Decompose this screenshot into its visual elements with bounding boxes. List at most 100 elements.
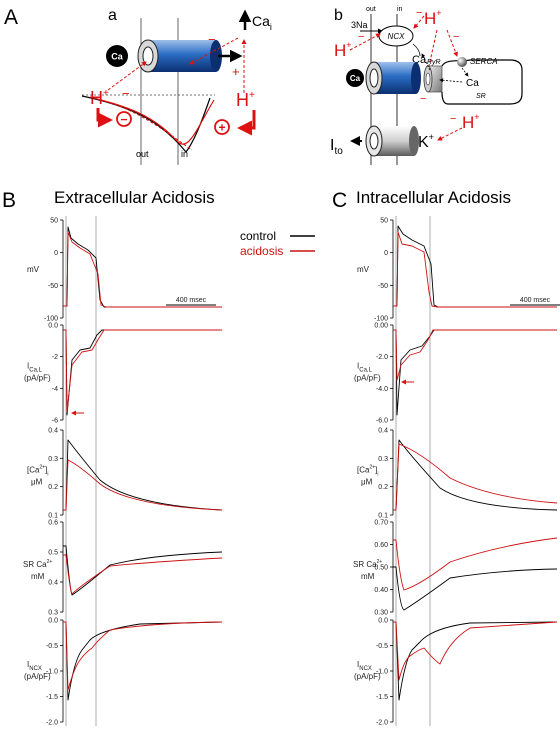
ylabel-sr-B: SR Ca2+ — [23, 559, 52, 569]
tick-label-mv-C-2: -50 — [378, 283, 388, 290]
tick-label-ical-B-0: 0.0 — [48, 323, 58, 330]
circle-minus-sign: − — [120, 113, 127, 127]
tick-label-sr-C-4: 0.30 — [374, 610, 388, 617]
right-shift-arrow — [237, 110, 256, 136]
proton-out-label: H+ — [90, 88, 109, 108]
tick-label-sr-B-3: 0.3 — [48, 610, 58, 617]
tick-label-mv-C-1: 0 — [384, 250, 388, 257]
tick-label-mv-C-0: 50 — [380, 218, 388, 225]
tick-label-cai-C-1: 0.3 — [378, 456, 388, 463]
panel-label-b: b — [334, 7, 343, 24]
ylabel-cai-unit-C: μM — [361, 478, 373, 487]
b-out-label: out — [366, 6, 376, 13]
ylabel-incx-C: INCX — [357, 660, 372, 672]
ca-ion-icon — [106, 45, 128, 67]
title-intracellular: Intracellular Acidosis — [356, 188, 511, 207]
ylabel-incx-B: INCX — [27, 660, 42, 672]
ylabel-incx-unit-B: (pA/pF) — [24, 672, 51, 681]
ylabel-mv-C: mV — [357, 265, 370, 274]
tick-label-incx-C-1: -0.5 — [376, 643, 388, 650]
tick-label-incx-C-3: -1.5 — [376, 694, 388, 701]
ylabel-mv-B: mV — [27, 265, 40, 274]
tick-label-ical-C-2: -4.0 — [376, 386, 388, 393]
schematic-b: b out in 3Na NCX Ca H+ − − H+ − Ca — [330, 6, 523, 165]
tick-label-incx-B-3: -1.5 — [46, 694, 58, 701]
trace-sr-control-B — [63, 545, 223, 596]
trace-ical-control-B — [63, 329, 222, 416]
tick-label-incx-C-0: 0.0 — [378, 618, 388, 625]
b-ca-channel-icon — [365, 61, 421, 95]
circle-plus-icon — [214, 119, 230, 135]
legend: control acidosis — [240, 229, 315, 258]
tick-label-incx-B-1: -0.5 — [46, 643, 58, 650]
tick-label-ical-B-3: -6 — [52, 418, 58, 425]
proton-in-plus-sign: + — [232, 64, 240, 79]
trace-sr-acidosis-B — [63, 554, 223, 595]
b-proton-ito-arrow — [437, 127, 463, 141]
ncx-label: NCX — [388, 32, 406, 41]
b-proton-left-label: H+ — [334, 40, 352, 60]
left-shift-arrow — [96, 108, 113, 128]
title-extracellular: Extracellular Acidosis — [54, 188, 215, 207]
tick-label-ical-C-0: 0.00 — [374, 323, 388, 330]
iv-curve-acidosis — [89, 96, 215, 145]
ryr-release-arrow — [421, 53, 431, 71]
cai-inhibit-arrow — [189, 37, 239, 65]
tick-label-sr-B-2: 0.4 — [48, 580, 58, 587]
schematic-a: A a Ca Cai − + − H+ H+ − — [4, 6, 272, 165]
trace-ical-acidosis-C — [393, 329, 557, 381]
trace-panels: 500-50-100mV0.0-2-4-6ICa,L(pA/pF)0.40.30… — [23, 216, 560, 727]
trace-ap-control-B — [63, 226, 222, 308]
k-label: K+ — [418, 132, 434, 151]
ca-exchange-curve — [412, 43, 421, 57]
tick-label-mv-B-3: -100 — [44, 316, 58, 323]
na-label: 3Na — [351, 20, 368, 30]
cai-label: Cai — [252, 13, 272, 32]
tick-label-cai-B-2: 0.2 — [48, 484, 58, 491]
trace-ap-acidosis-C — [393, 231, 557, 308]
trace-cai-control-C — [393, 439, 558, 511]
panel-label-C: C — [332, 189, 347, 212]
b-minus-ryr: − — [420, 93, 426, 105]
trace-incx-acidosis-B — [63, 621, 223, 691]
ryr-icon — [423, 65, 443, 93]
ylabel-ical-C: ICa,L — [357, 362, 373, 374]
tick-label-incx-C-2: -1.0 — [376, 669, 388, 676]
b-minus-ncx: − — [416, 7, 422, 19]
tick-label-sr-C-0: 0.70 — [374, 520, 388, 527]
ylabel-incx-unit-C: (pA/pF) — [354, 672, 381, 681]
tick-label-cai-B-1: 0.3 — [48, 456, 58, 463]
trace-ap-control-C — [393, 225, 557, 308]
scale-bar-label-B: 400 msec — [176, 297, 207, 304]
ylabel-cai-B: [Ca2+]i — [27, 465, 49, 478]
tick-label-cai-C-0: 0.4 — [378, 428, 388, 435]
tick-label-ical-B-1: -2 — [52, 354, 58, 361]
serca-label: SERCA — [470, 57, 498, 66]
ito-label: Ito — [330, 137, 343, 157]
tick-label-sr-C-1: 0.60 — [374, 542, 388, 549]
tick-label-cai-B-0: 0.4 — [48, 428, 58, 435]
tick-label-mv-B-0: 50 — [50, 218, 58, 225]
trace-ical-control-C — [393, 329, 557, 416]
legend-acidosis-label: acidosis — [240, 244, 283, 258]
trace-cai-control-B — [63, 439, 223, 511]
b-proton-top-label: H+ — [424, 8, 442, 28]
proton-out-minus-sign: − — [122, 86, 130, 101]
b-minus-ito: − — [450, 113, 456, 125]
iv-curve-acidosis-dashed — [99, 99, 193, 151]
trace-ical-acidosis-B — [63, 329, 222, 413]
legend-control-label: control — [240, 229, 276, 243]
tick-label-incx-B-2: -1.0 — [46, 669, 58, 676]
tick-label-cai-B-3: 0.1 — [48, 513, 58, 520]
tick-label-incx-B-0: 0.0 — [48, 618, 58, 625]
circle-plus-sign: + — [218, 121, 225, 135]
cai-minus-sign: − — [208, 32, 216, 47]
ylabel-ical-unit-B: (pA/pF) — [24, 374, 51, 383]
trace-incx-control-B — [63, 621, 223, 701]
ca-ion-label: Ca — [111, 52, 123, 62]
panel-label-A: A — [4, 6, 18, 29]
trace-cai-acidosis-B — [63, 459, 223, 511]
tick-label-incx-B-4: -2.0 — [46, 720, 58, 727]
proton-out-arrow — [107, 61, 147, 91]
